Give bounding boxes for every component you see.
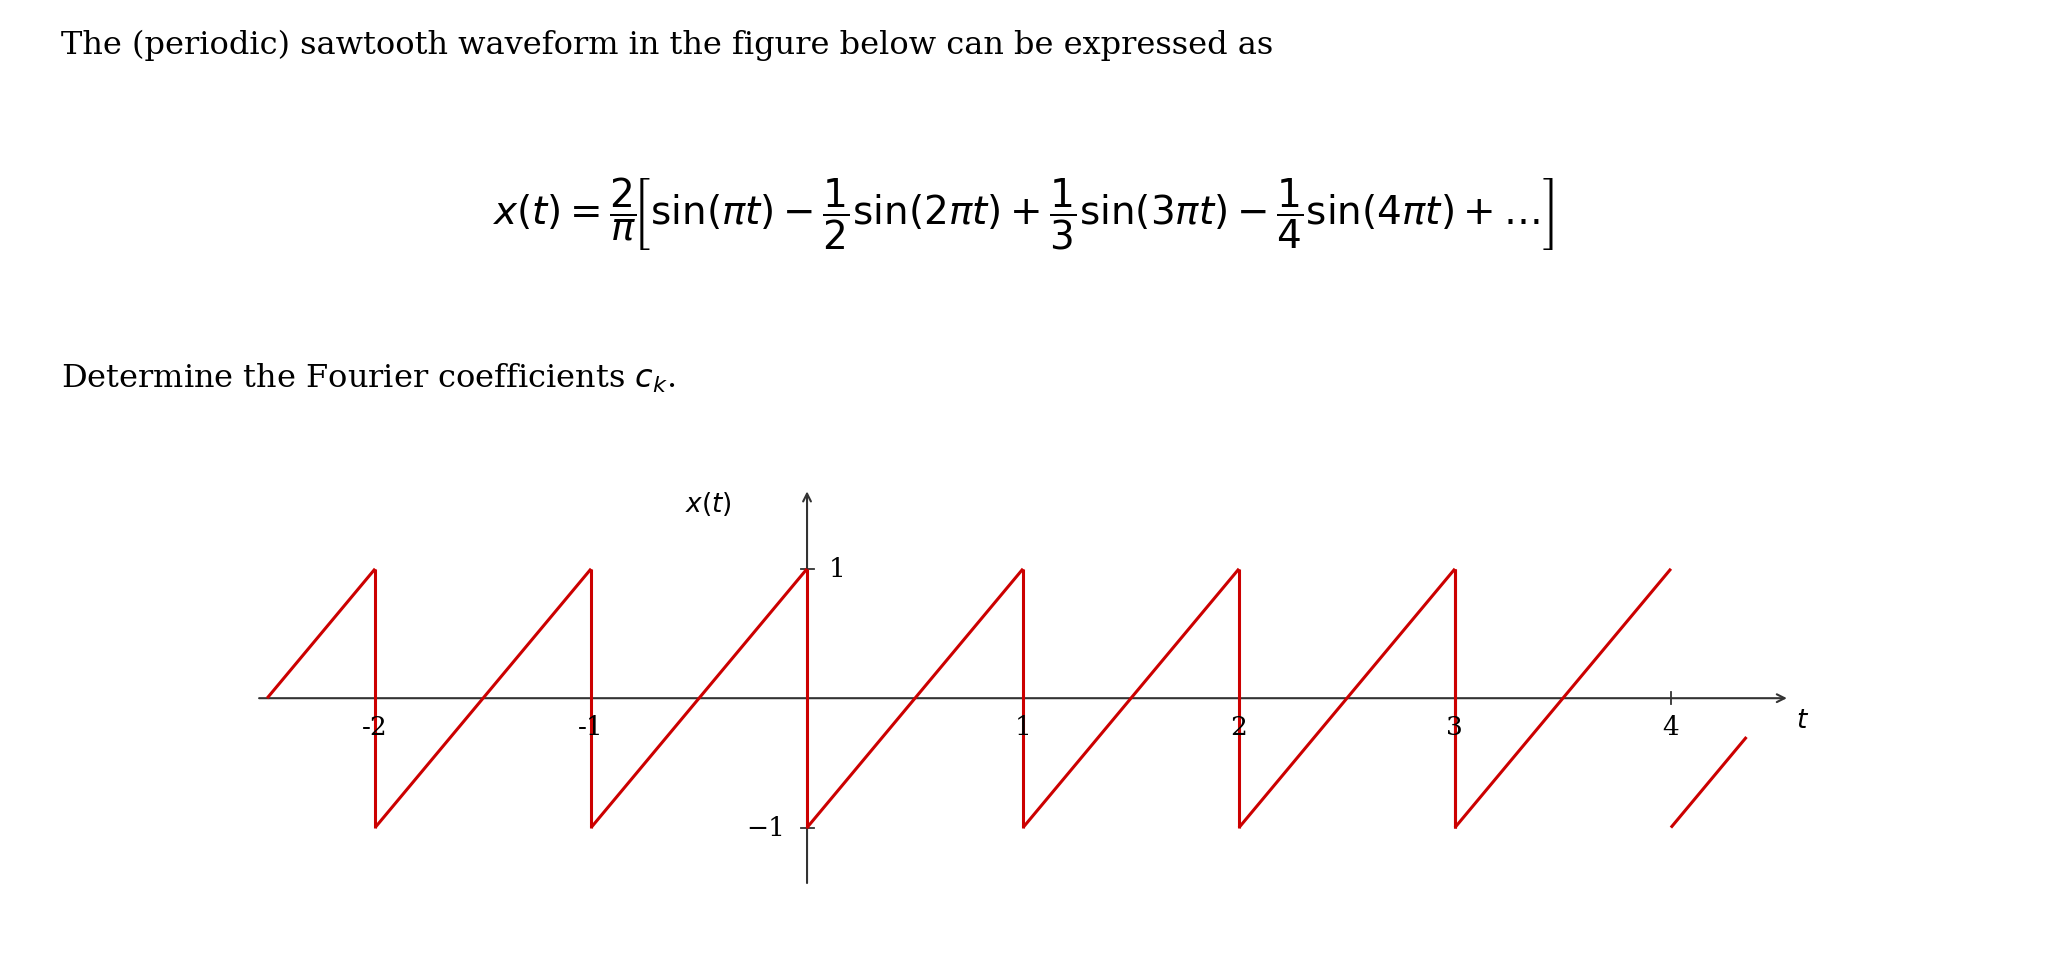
Text: $x(t) = \dfrac{2}{\pi}\!\left[\sin(\pi t) - \dfrac{1}{2}\sin(2\pi t) + \dfrac{1}: $x(t) = \dfrac{2}{\pi}\!\left[\sin(\pi t… [491,176,1555,253]
Text: 2: 2 [1230,714,1248,740]
Text: Determine the Fourier coefficients $c_k$.: Determine the Fourier coefficients $c_k$… [61,361,675,395]
Text: The (periodic) sawtooth waveform in the figure below can be expressed as: The (periodic) sawtooth waveform in the … [61,29,1273,61]
Text: -1: -1 [579,714,604,740]
Text: $x(t)$: $x(t)$ [685,489,732,517]
Text: $t$: $t$ [1796,707,1809,733]
Text: 4: 4 [1663,714,1680,740]
Text: −1: −1 [747,815,786,840]
Text: 1: 1 [829,557,845,581]
Text: 1: 1 [1015,714,1031,740]
Text: -2: -2 [362,714,389,740]
Text: 3: 3 [1447,714,1463,740]
